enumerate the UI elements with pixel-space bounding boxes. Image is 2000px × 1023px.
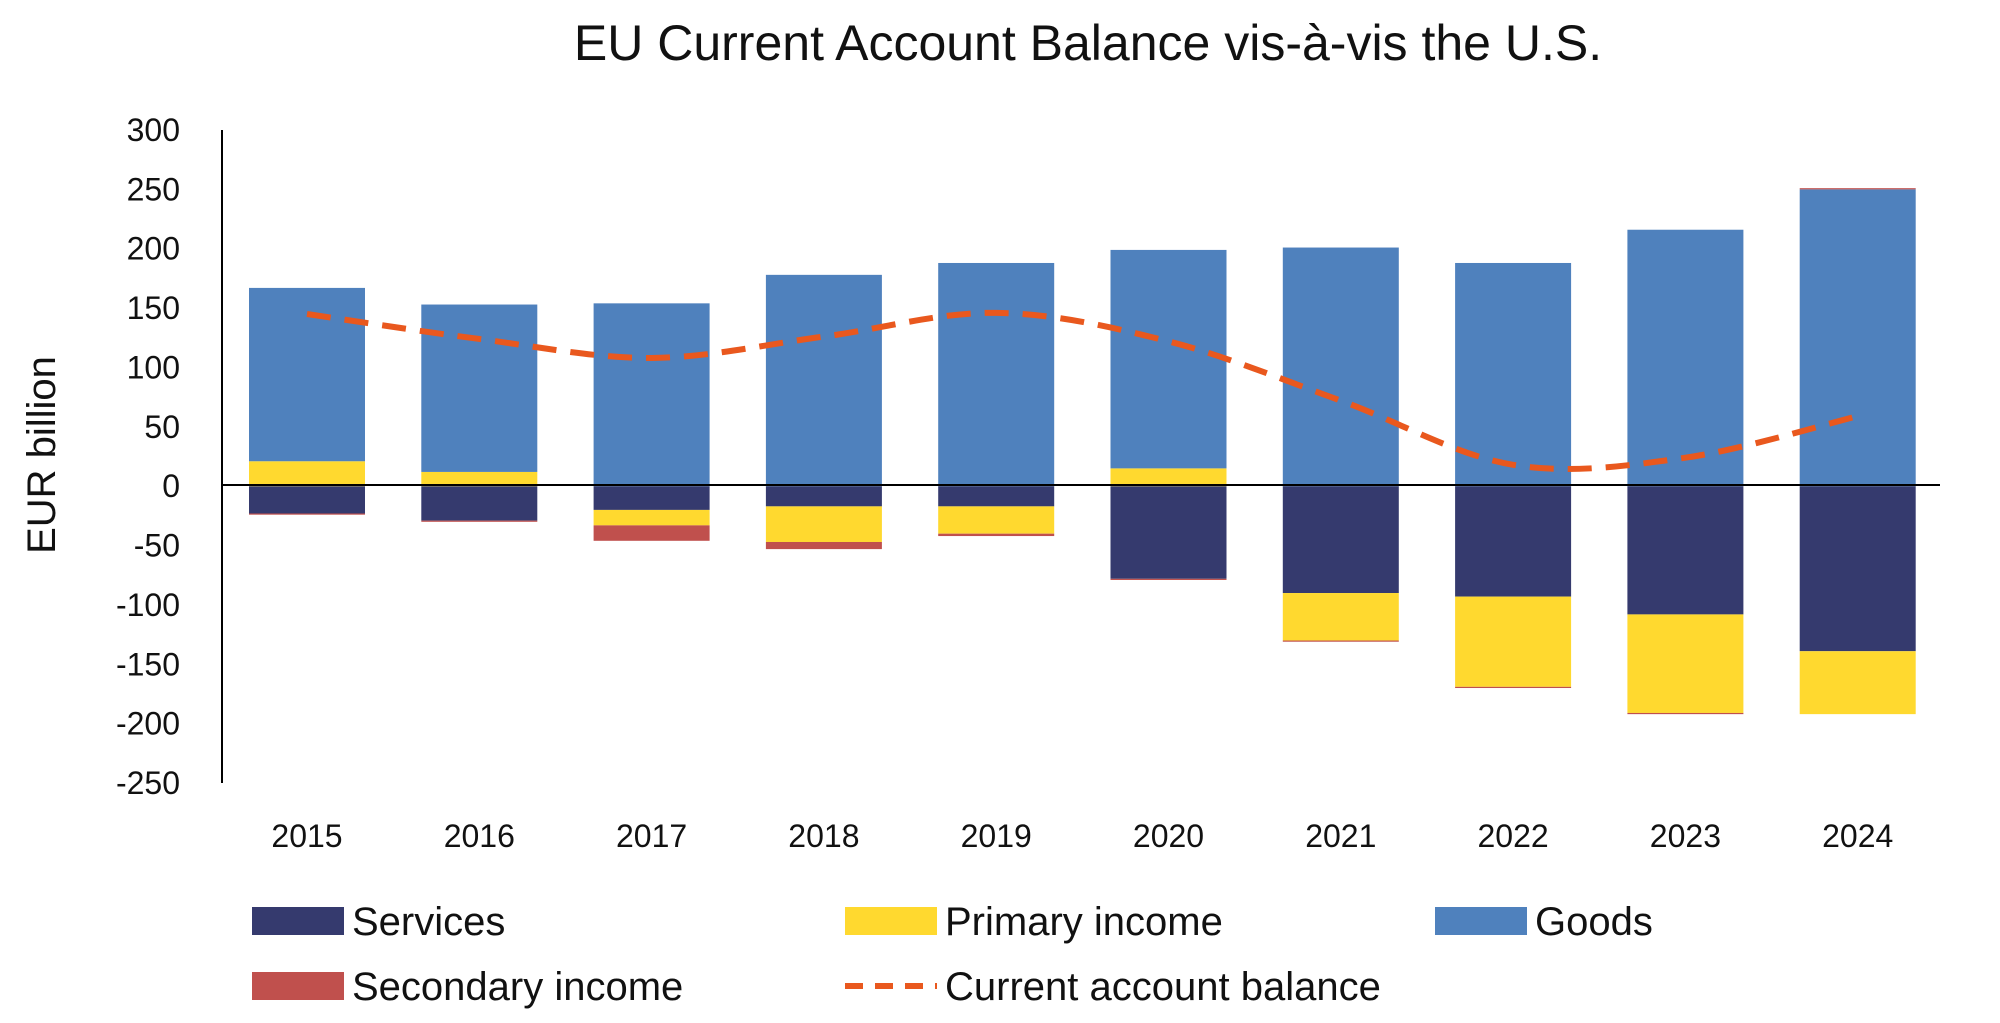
bar-services (249, 486, 365, 514)
bar-goods (421, 304, 538, 472)
x-tick-label: 2022 (1478, 818, 1549, 854)
bar-secondary-income (1455, 686, 1572, 689)
current-account-balance-line (306, 309, 1859, 472)
legend: Services Primary income Goods Secondary inc… (252, 900, 1653, 1009)
bar-goods (593, 303, 710, 487)
legend-label-goods: Goods (1535, 900, 1653, 944)
x-tick-label: 2018 (788, 818, 859, 854)
bar-primary-income (1627, 614, 1744, 713)
y-tick-label: -100 (116, 587, 180, 623)
bar-secondary-income (593, 525, 710, 541)
bar-primary-income (1282, 593, 1399, 641)
bar-goods (1455, 262, 1572, 487)
bar-services (1455, 486, 1572, 597)
y-tick-label: -250 (116, 765, 180, 801)
bar-secondary-income (1110, 578, 1227, 580)
y-tick-label: -200 (116, 706, 180, 742)
bar-services (1799, 486, 1916, 652)
bar-services (593, 486, 710, 510)
y-tick-label: 100 (127, 349, 180, 385)
y-tick-labels: 300 250 200 150 100 50 0 -50 -100 -150 -200 -250 (116, 112, 180, 801)
bar-goods (1799, 189, 1916, 487)
x-tick-label: 2024 (1822, 818, 1893, 854)
bar-goods (1627, 229, 1744, 487)
y-tick-label: 50 (144, 409, 180, 445)
legend-label-primary-income: Primary income (945, 900, 1223, 944)
bar-services (765, 486, 882, 507)
y-tick-label: 0 (162, 468, 180, 504)
bar-secondary-income (938, 533, 1055, 537)
bar-services (938, 486, 1055, 507)
legend-swatch-services (252, 907, 344, 935)
x-tick-labels: 2015 2016 2017 2018 2019 2020 2021 2022 2023 2024 (271, 818, 1893, 854)
x-tick-label: 2017 (616, 818, 687, 854)
bar-services (1627, 486, 1744, 615)
x-tick-label: 2016 (444, 818, 515, 854)
bar-secondary-income (249, 513, 365, 515)
y-tick-label: 300 (127, 112, 180, 148)
legend-label-current-account-balance: Current account balance (945, 965, 1381, 1009)
y-tick-label: -50 (134, 528, 180, 564)
bar-primary-income (421, 471, 538, 487)
bar-secondary-income (1282, 640, 1399, 642)
y-tick-label: 150 (127, 290, 180, 326)
bar-secondary-income (1799, 188, 1916, 190)
bar-goods (249, 287, 365, 462)
bar-primary-income (593, 509, 710, 526)
bar-goods (938, 262, 1055, 487)
bar-secondary-income (421, 520, 538, 522)
y-tick-label: 200 (127, 231, 180, 267)
bar-services (1282, 486, 1399, 594)
x-tick-label: 2023 (1650, 818, 1721, 854)
chart-title: EU Current Account Balance vis-à-vis the… (574, 15, 1602, 71)
legend-swatch-primary-income (845, 907, 937, 935)
legend-swatch-goods (1435, 907, 1527, 935)
bar-primary-income (1799, 651, 1916, 715)
balance-line-points (306, 312, 1858, 465)
bar-goods (1282, 247, 1399, 487)
bar-secondary-income (765, 541, 882, 550)
y-tick-label: -150 (116, 646, 180, 682)
legend-label-services: Services (352, 900, 505, 944)
legend-swatch-secondary-income (252, 972, 344, 1000)
bar-services (421, 486, 538, 521)
bar-primary-income (765, 506, 882, 542)
x-tick-label: 2015 (271, 818, 342, 854)
bar-primary-income (1455, 596, 1572, 687)
bar-secondary-income (1627, 712, 1744, 715)
bar-services (1110, 486, 1227, 579)
bar-primary-income (249, 461, 365, 487)
legend-label-secondary-income: Secondary income (352, 965, 683, 1009)
bar-goods (765, 274, 882, 487)
bars (249, 188, 1916, 715)
x-tick-label: 2020 (1133, 818, 1204, 854)
bar-goods (1110, 249, 1227, 469)
y-tick-label: 250 (127, 171, 180, 207)
y-axis-label: EUR billion (20, 356, 64, 554)
bar-primary-income (1110, 468, 1227, 487)
x-tick-label: 2021 (1305, 818, 1376, 854)
x-tick-label: 2019 (961, 818, 1032, 854)
bar-primary-income (938, 506, 1055, 534)
